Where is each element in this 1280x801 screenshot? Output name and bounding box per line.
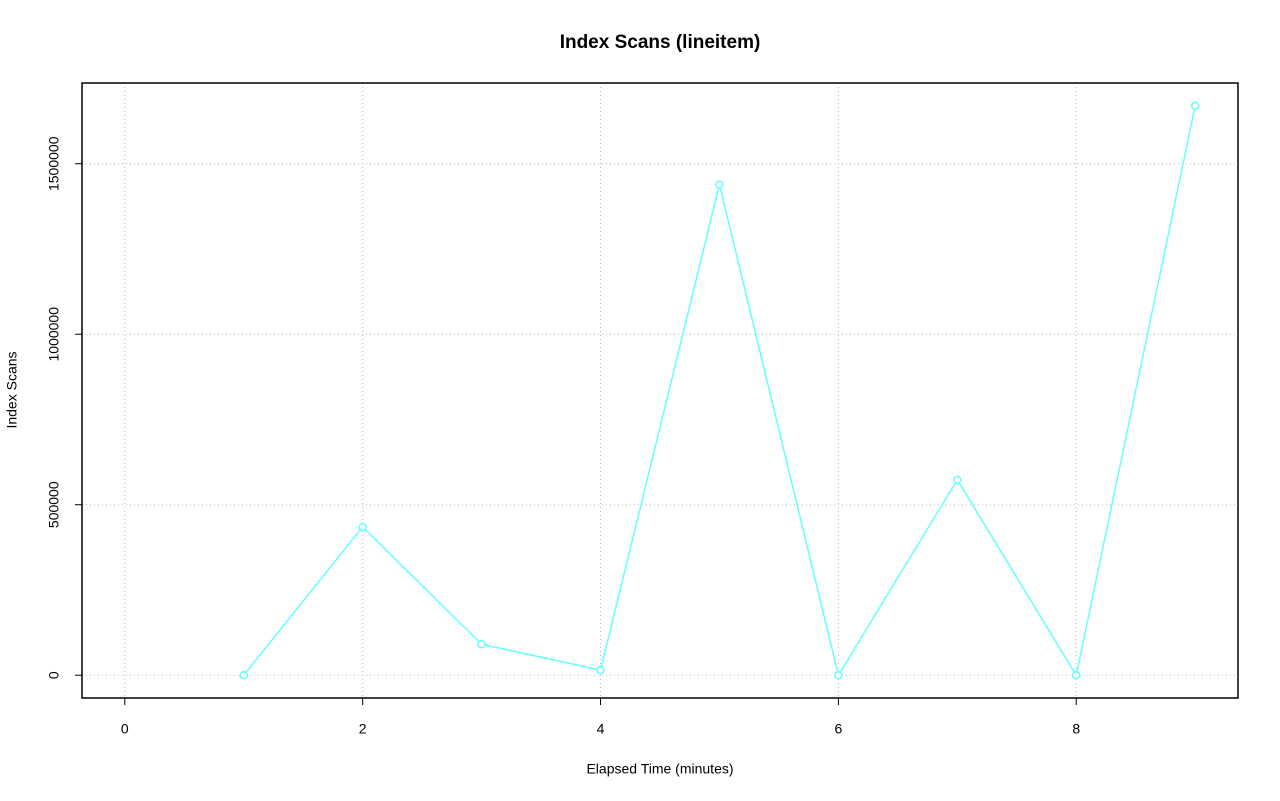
y-tick-label: 1000000 — [46, 307, 62, 362]
y-tick-label: 1500000 — [46, 136, 62, 191]
point — [239, 670, 248, 680]
chart-title: Index Scans (lineitem) — [560, 32, 761, 53]
point — [834, 670, 843, 680]
point — [953, 475, 962, 485]
x-tick-label: 6 — [834, 721, 842, 737]
point — [596, 665, 605, 675]
x-tick-label: 8 — [1072, 721, 1080, 737]
x-tick-label: 2 — [359, 721, 367, 737]
y-axis-label: Index Scans — [4, 351, 20, 428]
plot-frame — [81, 82, 1239, 699]
y-tick-label: 500000 — [46, 481, 62, 528]
y-tick-label: 0 — [46, 671, 62, 679]
x-tick-label: 0 — [121, 721, 129, 737]
x-tick-label: 4 — [597, 721, 605, 737]
series-line — [243, 105, 1196, 678]
point — [1190, 101, 1200, 111]
point — [358, 522, 367, 532]
x-axis-label: Elapsed Time (minutes) — [586, 761, 733, 777]
point — [477, 639, 486, 649]
point — [715, 180, 724, 189]
point — [1072, 670, 1081, 680]
